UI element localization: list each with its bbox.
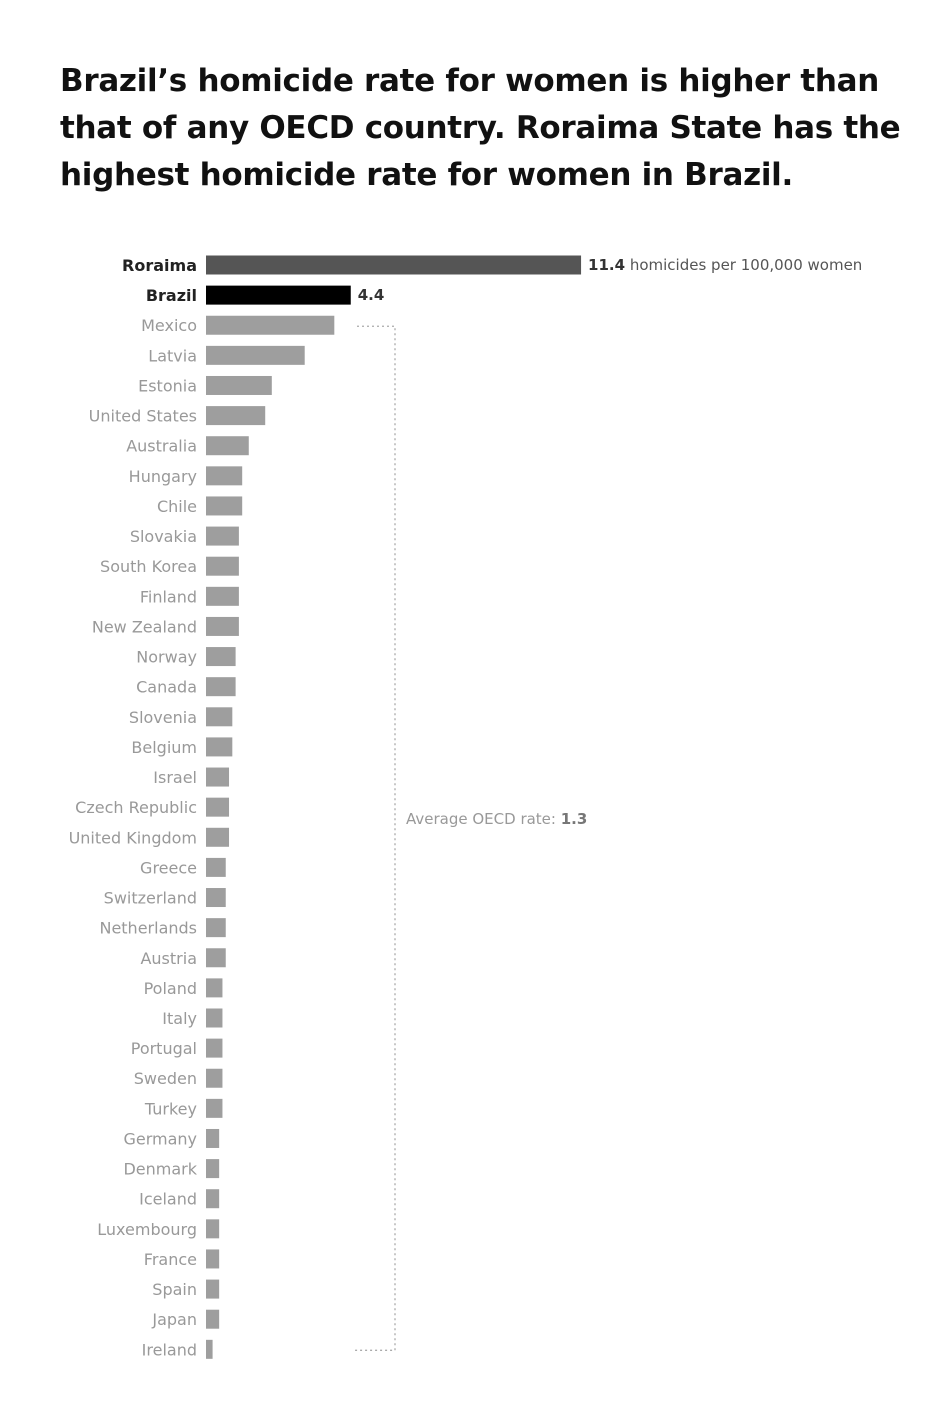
category-label: Brazil xyxy=(146,286,197,305)
category-label: Finland xyxy=(140,587,197,606)
bar-portugal xyxy=(206,1038,223,1058)
bar-belgium xyxy=(206,737,233,757)
oecd-bracket xyxy=(355,325,396,1351)
bar-chile xyxy=(206,496,243,516)
category-label: Japan xyxy=(151,1310,197,1329)
category-label: Belgium xyxy=(131,738,197,757)
bar-united-states xyxy=(206,406,266,426)
category-label: Australia xyxy=(126,437,197,456)
bar-france xyxy=(206,1249,220,1269)
bar-switzerland xyxy=(206,888,226,908)
category-label: Hungary xyxy=(129,467,197,486)
category-label: Sweden xyxy=(134,1069,197,1088)
category-label: Norway xyxy=(136,648,197,667)
category-label: Luxembourg xyxy=(97,1220,197,1239)
category-label: South Korea xyxy=(100,557,197,576)
category-label: Canada xyxy=(136,678,197,697)
category-label: Chile xyxy=(157,497,197,516)
bar-poland xyxy=(206,978,223,998)
chart-title: Brazil’s homicide rate for women is high… xyxy=(60,63,901,193)
category-label: Slovakia xyxy=(130,527,197,546)
data-label: 4.4 xyxy=(358,286,385,304)
category-label: Iceland xyxy=(139,1190,197,1209)
category-label: France xyxy=(144,1250,197,1269)
category-label: New Zealand xyxy=(92,617,197,636)
bar-brazil xyxy=(206,285,351,305)
bar-japan xyxy=(206,1309,220,1329)
category-label: Ireland xyxy=(142,1340,197,1359)
category-label: Slovenia xyxy=(129,708,197,727)
bar-ireland xyxy=(206,1339,213,1359)
bar-austria xyxy=(206,948,226,968)
bar-estonia xyxy=(206,375,272,395)
bar-norway xyxy=(206,647,236,667)
bar-iceland xyxy=(206,1189,220,1209)
category-label: Mexico xyxy=(141,316,197,335)
bar-mexico xyxy=(206,315,335,335)
oecd-average-annotation: Average OECD rate: 1.3 xyxy=(406,810,587,828)
bar-italy xyxy=(206,1008,223,1028)
category-label: United Kingdom xyxy=(69,828,197,847)
category-label: Poland xyxy=(144,979,197,998)
bar-sweden xyxy=(206,1068,223,1088)
bar-finland xyxy=(206,586,239,606)
category-label: Greece xyxy=(140,858,197,877)
bar-south-korea xyxy=(206,556,239,576)
category-label: Spain xyxy=(152,1280,197,1299)
bar-new-zealand xyxy=(206,616,239,636)
category-label: Turkey xyxy=(144,1099,197,1118)
bar-czech-republic xyxy=(206,797,230,817)
bar-germany xyxy=(206,1128,220,1148)
category-label: Denmark xyxy=(123,1160,197,1179)
data-label: 11.4 homicides per 100,000 women xyxy=(588,256,862,274)
bar-latvia xyxy=(206,345,305,365)
bar-australia xyxy=(206,436,249,456)
bar-luxembourg xyxy=(206,1219,220,1239)
bar-spain xyxy=(206,1279,220,1299)
category-label: Israel xyxy=(153,768,197,787)
bar-turkey xyxy=(206,1098,223,1118)
category-label: Czech Republic xyxy=(75,798,197,817)
bar-canada xyxy=(206,677,236,697)
category-label: Switzerland xyxy=(104,889,197,908)
category-label: Netherlands xyxy=(99,919,197,938)
bar-denmark xyxy=(206,1159,220,1179)
bar-united-kingdom xyxy=(206,827,230,847)
bar-hungary xyxy=(206,466,243,486)
category-label: Portugal xyxy=(131,1039,197,1058)
bar-slovenia xyxy=(206,707,233,727)
category-label: Germany xyxy=(123,1129,197,1148)
category-label: Latvia xyxy=(148,346,197,365)
bar-netherlands xyxy=(206,918,226,938)
category-label: Roraima xyxy=(122,256,197,275)
bar-greece xyxy=(206,857,226,877)
bar-roraima xyxy=(206,255,582,275)
category-label: United States xyxy=(89,407,197,426)
bar-israel xyxy=(206,767,230,787)
bar-slovakia xyxy=(206,526,239,546)
category-label: Estonia xyxy=(138,376,197,395)
category-label: Austria xyxy=(140,949,197,968)
category-label: Italy xyxy=(162,1009,197,1028)
